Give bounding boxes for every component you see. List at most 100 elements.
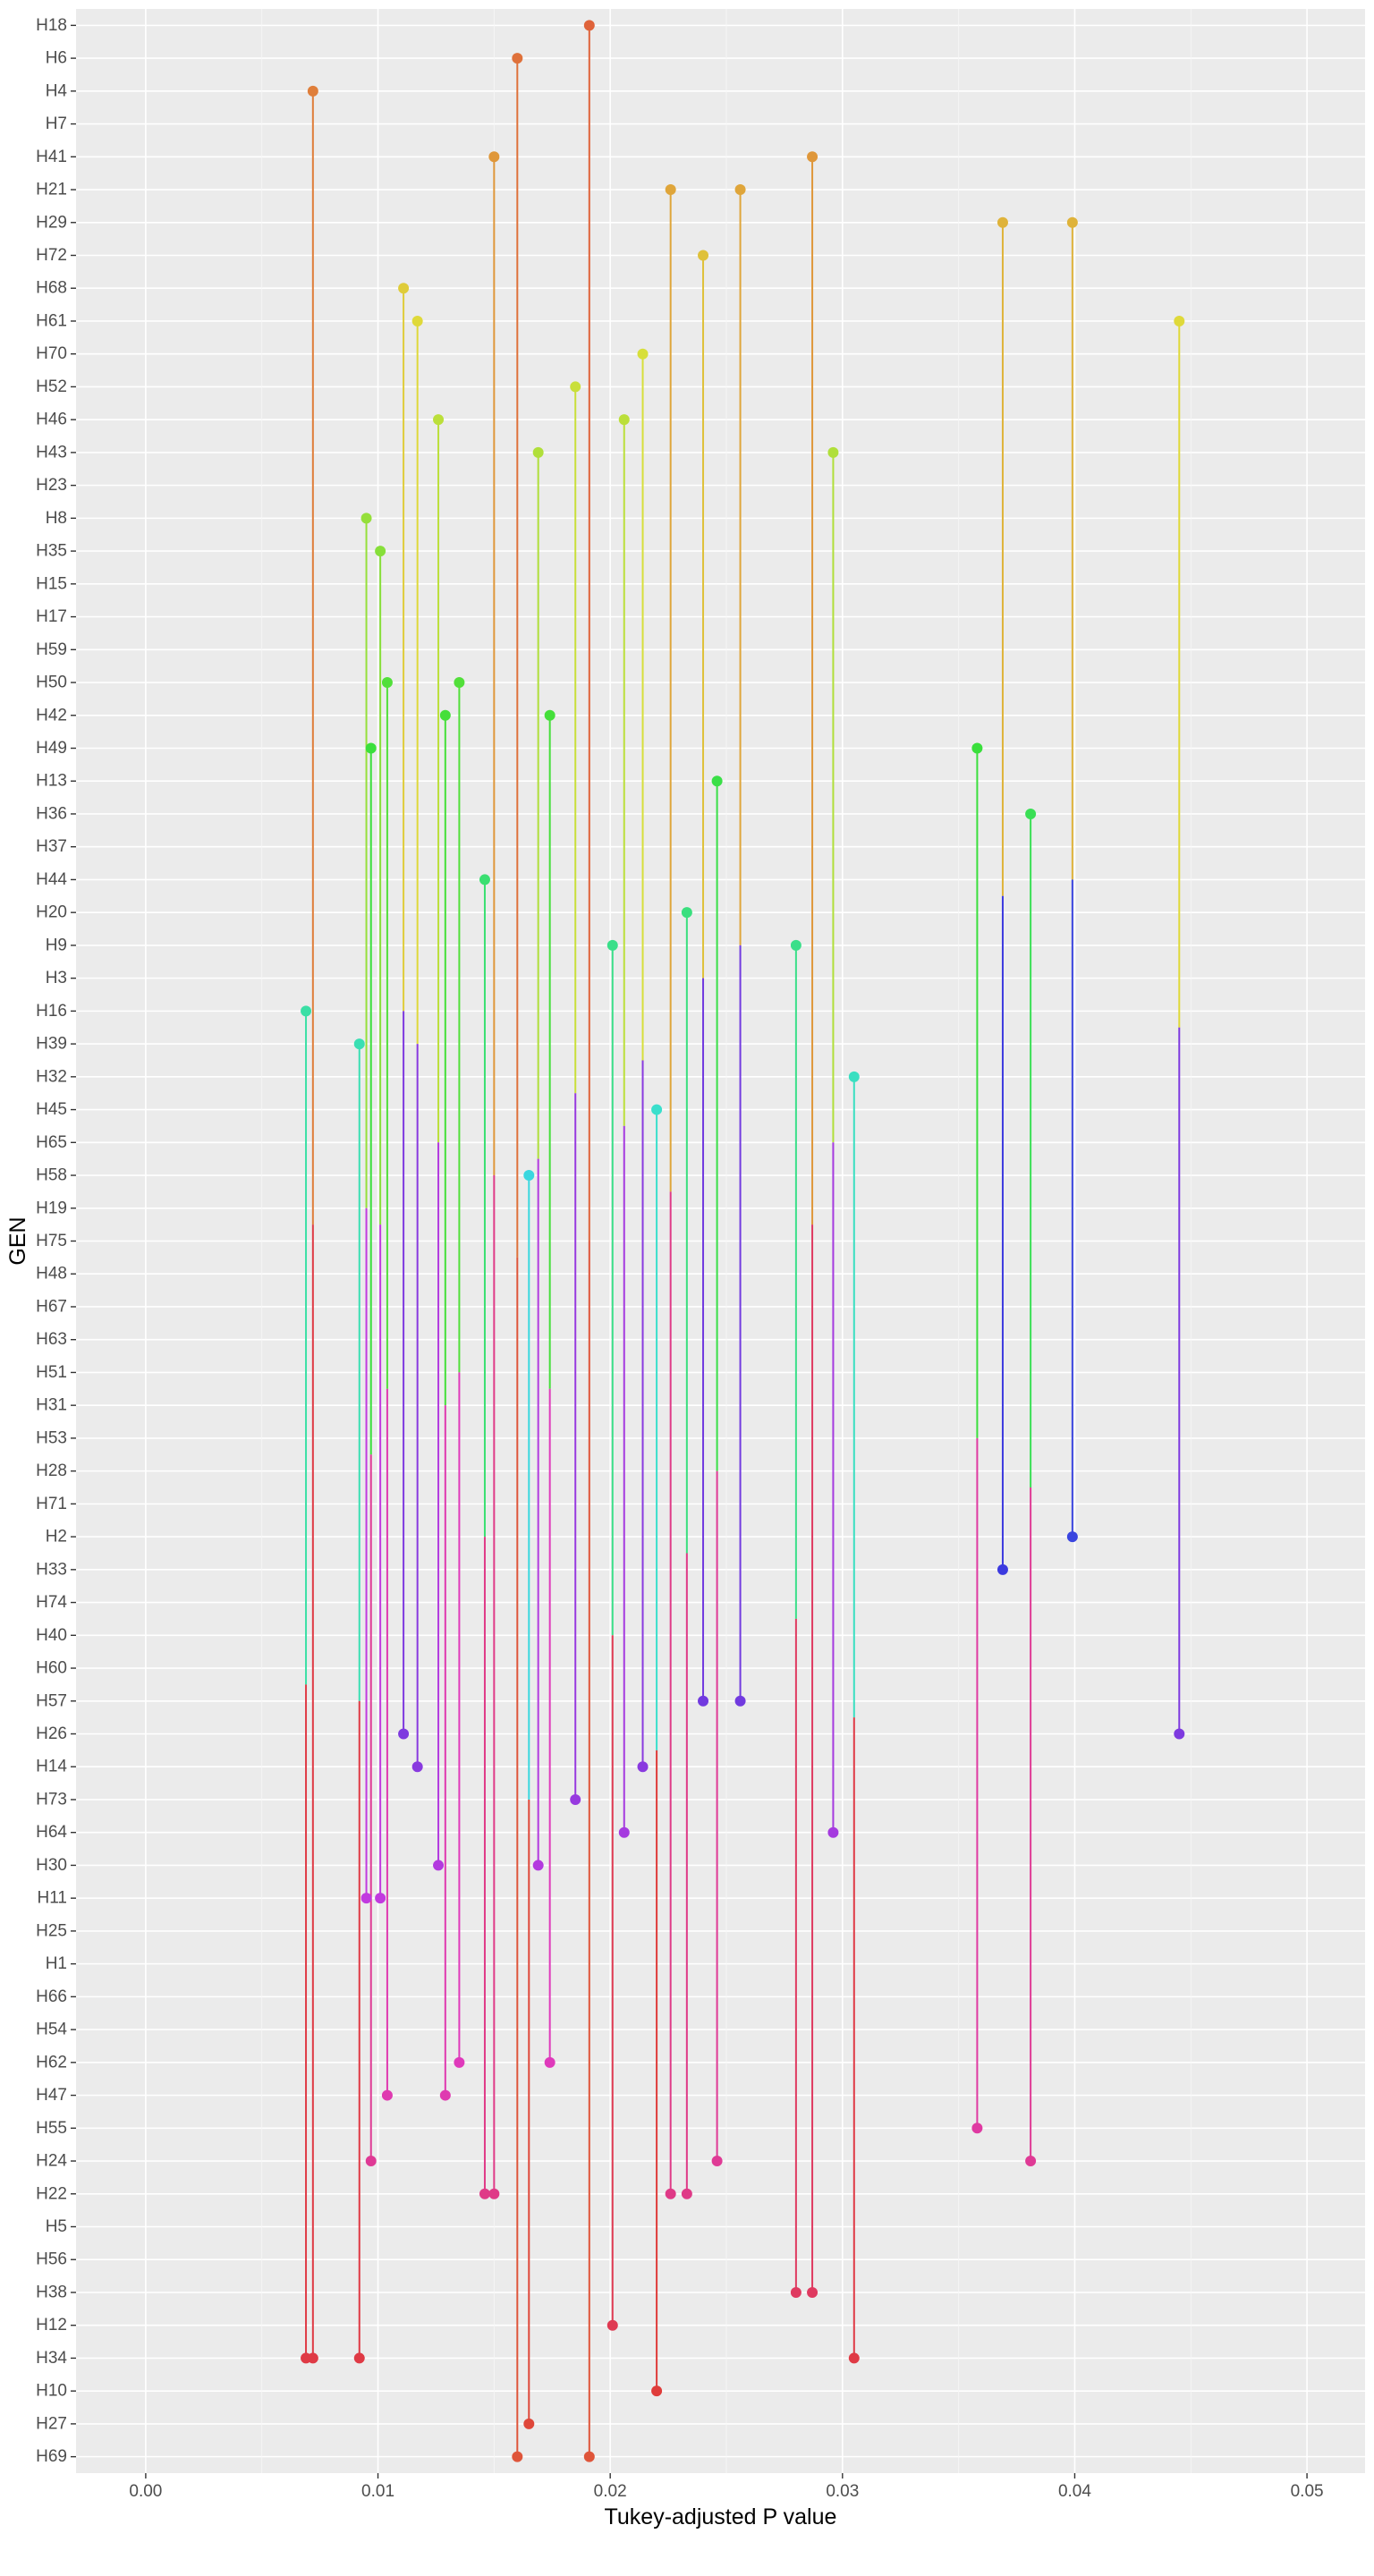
comparison-point [433, 1860, 445, 1871]
y-tick-label: H13 [36, 772, 67, 791]
y-tick-label: H9 [46, 936, 67, 954]
comparison-point [411, 1761, 423, 1773]
comparison-point [583, 20, 595, 31]
y-tick-label: H36 [36, 804, 67, 823]
y-tick-label: H56 [36, 2250, 67, 2269]
comparison-point [790, 939, 802, 951]
y-tick-label: H37 [36, 837, 67, 856]
y-tick-label: H46 [36, 411, 67, 429]
y-tick-label: H10 [36, 2382, 67, 2401]
y-tick-label: H53 [36, 1428, 67, 1447]
y-tick-label: H29 [36, 213, 67, 232]
comparison-point [360, 1893, 372, 1904]
y-tick-label: H20 [36, 903, 67, 922]
y-axis: H18 H6 H4 H7 H41 H21 H29 H72 H68 H61 H70 H52 H46 H43 H… [36, 16, 76, 2466]
comparison-point [479, 2188, 490, 2199]
comparison-point [637, 348, 649, 360]
y-tick-label: H24 [36, 2152, 67, 2171]
y-tick-label: H18 [36, 16, 67, 35]
comparison-point [1066, 1531, 1078, 1543]
y-tick-label: H3 [46, 969, 67, 987]
y-tick-label: H51 [36, 1363, 67, 1382]
y-tick-label: H43 [36, 443, 67, 462]
y-tick-label: H72 [36, 246, 67, 265]
comparison-point [971, 742, 983, 754]
comparison-point [711, 775, 723, 787]
y-tick-label: H4 [46, 81, 68, 100]
comparison-point [651, 1104, 663, 1115]
comparison-point [681, 2188, 692, 2199]
y-tick-label: H27 [36, 2414, 67, 2433]
comparison-point [570, 381, 581, 393]
y-tick-label: H42 [36, 706, 67, 724]
y-tick-label: H39 [36, 1035, 67, 1054]
y-tick-label: H58 [36, 1166, 67, 1185]
comparison-point [734, 1695, 746, 1707]
comparison-point [301, 1005, 312, 1017]
y-tick-label: H71 [36, 1495, 67, 1513]
y-tick-label: H64 [36, 1823, 67, 1842]
y-tick-label: H59 [36, 640, 67, 659]
x-tick-label: 0.02 [594, 2482, 627, 2501]
comparison-point [618, 414, 630, 426]
y-tick-label: H69 [36, 2447, 67, 2466]
y-tick-label: H15 [36, 574, 67, 593]
y-tick-label: H5 [46, 2217, 67, 2236]
y-tick-label: H61 [36, 311, 67, 330]
y-tick-label: H33 [36, 1560, 67, 1579]
comparison-point [827, 446, 839, 458]
y-tick-label: H49 [36, 739, 67, 758]
y-tick-label: H34 [36, 2349, 67, 2368]
comparison-point [411, 315, 423, 326]
comparison-point [827, 1826, 839, 1838]
y-tick-label: H62 [36, 2053, 67, 2072]
comparison-point [665, 2188, 676, 2199]
comparison-point [971, 2123, 983, 2134]
y-tick-label: H41 [36, 148, 67, 166]
comparison-segments [305, 25, 1181, 2457]
y-tick-label: H23 [36, 476, 67, 495]
comparison-point [637, 1761, 649, 1773]
comparison-point [375, 1893, 386, 1904]
y-tick-label: H57 [36, 1691, 67, 1710]
y-tick-label: H55 [36, 2119, 67, 2138]
comparison-point [1025, 808, 1037, 819]
comparison-point [544, 709, 556, 721]
y-tick-label: H75 [36, 1232, 67, 1250]
y-tick-label: H47 [36, 2086, 67, 2105]
comparison-point [381, 2089, 393, 2101]
x-tick-label: 0.04 [1058, 2482, 1091, 2501]
comparison-point [381, 677, 393, 689]
comparison-point [1174, 315, 1185, 326]
comparison-point [439, 2089, 451, 2101]
y-axis-title: GEN [5, 1216, 30, 1265]
y-tick-label: H19 [36, 1199, 67, 1217]
comparison-point [523, 1170, 535, 1182]
comparison-point [301, 2352, 312, 2364]
comparison-point [454, 2056, 465, 2068]
comparison-point [353, 1038, 365, 1050]
comparison-point [698, 250, 709, 261]
comparison-point [606, 939, 618, 951]
comparison-point [651, 2385, 663, 2397]
comparison-point [848, 1071, 860, 1082]
comparison-point [433, 414, 445, 426]
x-tick-label: 0.00 [129, 2482, 162, 2501]
comparison-point [479, 874, 490, 886]
x-tick-label: 0.05 [1291, 2482, 1324, 2501]
y-tick-label: H40 [36, 1626, 67, 1645]
comparison-point [454, 677, 465, 689]
y-tick-label: H63 [36, 1330, 67, 1349]
y-tick-label: H65 [36, 1133, 67, 1152]
comparison-point [681, 907, 692, 919]
comparison-point [848, 2352, 860, 2364]
y-tick-label: H52 [36, 377, 67, 396]
y-tick-label: H48 [36, 1265, 67, 1284]
comparison-point [997, 1563, 1008, 1575]
comparison-point [997, 216, 1008, 228]
comparison-point [698, 1695, 709, 1707]
y-tick-label: H73 [36, 1790, 67, 1809]
comparison-point [375, 546, 386, 557]
y-tick-label: H14 [36, 1758, 67, 1776]
